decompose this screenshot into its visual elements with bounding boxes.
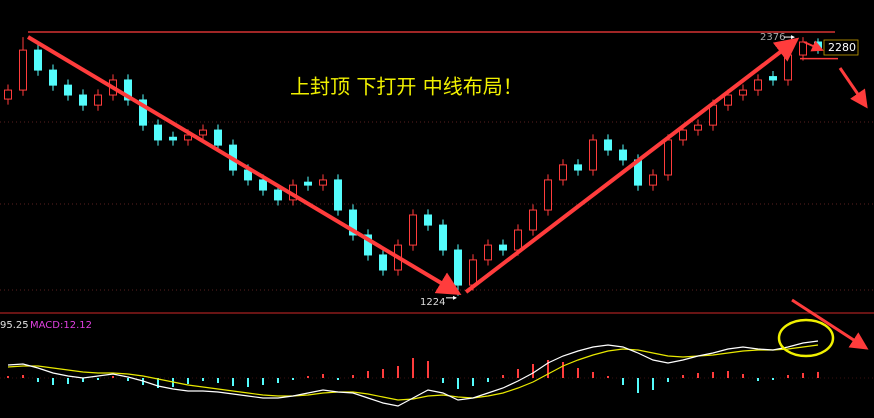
candle-body bbox=[679, 129, 687, 141]
dea-line bbox=[7, 344, 819, 401]
macd-panel bbox=[7, 340, 819, 407]
candle-body bbox=[349, 209, 357, 236]
candle-body bbox=[334, 179, 342, 211]
candle-body bbox=[799, 41, 807, 56]
candle-body bbox=[49, 69, 57, 86]
candle-body bbox=[304, 181, 312, 186]
candle-body bbox=[79, 94, 87, 106]
candle-body bbox=[424, 214, 432, 226]
target-label: 2280 bbox=[828, 41, 856, 54]
candle-body bbox=[169, 136, 177, 141]
candle-body bbox=[94, 94, 102, 106]
candle-body bbox=[379, 254, 387, 271]
macd-label: MACD:12.12 bbox=[30, 320, 92, 331]
candle-body bbox=[739, 89, 747, 96]
candle-body bbox=[724, 94, 732, 106]
candle-body bbox=[4, 89, 12, 100]
candle-body bbox=[34, 49, 42, 71]
candle-body bbox=[664, 139, 672, 176]
candle-body bbox=[754, 79, 762, 91]
chart-title: 上封顶 下打开 中线布局！ bbox=[290, 75, 523, 99]
candle-body bbox=[544, 179, 552, 211]
candle-body bbox=[64, 84, 72, 96]
candle-body bbox=[154, 124, 162, 141]
candle-body bbox=[574, 164, 582, 171]
candle-body bbox=[214, 129, 222, 146]
candle-body bbox=[274, 189, 282, 201]
candle-body bbox=[319, 179, 327, 186]
peak-label: 2376 bbox=[760, 32, 785, 43]
candle-body bbox=[604, 139, 612, 151]
candle-body bbox=[784, 54, 792, 81]
candle-body bbox=[619, 149, 627, 161]
trend-arrow bbox=[464, 37, 800, 294]
candle-body bbox=[529, 209, 537, 231]
dif-label: 95.25 bbox=[0, 320, 29, 331]
candle-body bbox=[514, 229, 522, 251]
candle-body bbox=[484, 244, 492, 261]
target-box bbox=[823, 39, 859, 56]
highlight-ellipse bbox=[777, 318, 835, 358]
candle-body bbox=[559, 164, 567, 181]
candle-body bbox=[439, 224, 447, 251]
candle-body bbox=[469, 259, 477, 286]
candle-body bbox=[649, 174, 657, 186]
small-arrow bbox=[803, 40, 824, 52]
candle-body bbox=[139, 99, 147, 126]
candle-body bbox=[454, 249, 462, 286]
candle-body bbox=[259, 179, 267, 191]
down-arrow bbox=[838, 67, 868, 109]
candle-body bbox=[709, 104, 717, 126]
candle-body bbox=[19, 49, 27, 91]
candle-body bbox=[694, 124, 702, 131]
trough-label: 1224 bbox=[420, 297, 445, 308]
dif-line bbox=[7, 340, 819, 407]
down-arrow bbox=[791, 298, 869, 350]
candle-body bbox=[184, 134, 192, 141]
candle-body bbox=[589, 139, 597, 171]
trend-arrow bbox=[26, 35, 462, 296]
candle-body bbox=[124, 79, 132, 101]
candle-body bbox=[409, 214, 417, 246]
candle-body bbox=[199, 129, 207, 136]
candle-body bbox=[499, 244, 507, 251]
candle-body bbox=[769, 76, 777, 81]
candle-body bbox=[364, 234, 372, 256]
